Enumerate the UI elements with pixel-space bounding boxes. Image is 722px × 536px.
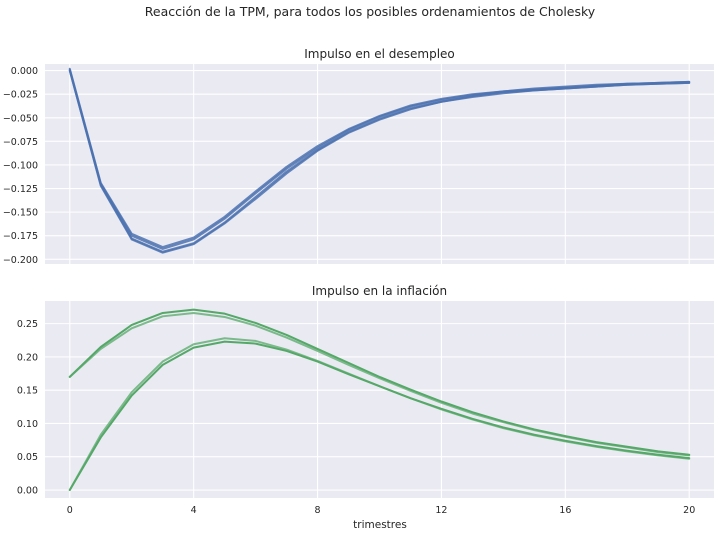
x-tick-label: 4 (191, 505, 197, 516)
y-tick-labels-inflation: 0.00 0.05 0.10 0.15 0.20 0.25 (17, 319, 38, 496)
y-tick-label: −0.200 (3, 255, 38, 266)
y-tick-label: −0.025 (3, 90, 38, 101)
y-tick-label: 0.15 (17, 386, 38, 397)
series-line-4 (68, 340, 691, 492)
x-tick-label: 20 (683, 505, 695, 516)
y-tick-label: −0.175 (3, 231, 38, 242)
y-tick-label: −0.050 (3, 113, 38, 124)
y-tick-label: −0.150 (3, 208, 38, 219)
y-tick-label: 0.00 (17, 486, 38, 497)
y-tick-label: −0.125 (3, 184, 38, 195)
panel-title-inflation: Impulso en la inflación (312, 284, 447, 298)
x-tick-labels-inflation: 0 4 8 12 16 20 (67, 505, 696, 516)
plot-area-inflation (45, 301, 714, 498)
x-tick-label: 12 (435, 505, 447, 516)
panel-unemployment: 0.000 −0.025 −0.050 −0.075 −0.100 −0.125 −0.15… (3, 47, 714, 266)
x-axis-label: trimestres (353, 519, 407, 531)
y-tick-labels-unemployment: 0.000 −0.025 −0.050 −0.075 −0.100 −0.125 −0.15… (3, 66, 38, 266)
y-tick-label: 0.25 (17, 319, 38, 330)
x-tick-label: 16 (559, 505, 571, 516)
gridlines-inflation (45, 301, 714, 498)
series-inflation (68, 308, 691, 492)
y-tick-label: 0.10 (17, 419, 38, 430)
y-tick-label: −0.075 (3, 137, 38, 148)
y-tick-label: 0.05 (17, 452, 38, 463)
y-tick-label: −0.100 (3, 160, 38, 171)
panel-title-unemployment: Impulso en el desempleo (304, 47, 455, 61)
x-tick-label: 0 (67, 505, 73, 516)
y-tick-label: 0.20 (17, 352, 38, 363)
series-line-4 (68, 69, 691, 253)
x-tick-label: 8 (315, 505, 321, 516)
figure-title: Reacción de la TPM, para todos los posib… (145, 4, 596, 19)
series-unemployment (68, 67, 691, 254)
plot-area-unemployment (45, 64, 714, 264)
series-line-2 (68, 311, 691, 457)
y-tick-label: 0.000 (11, 66, 38, 77)
panel-inflation: 0.00 0.05 0.10 0.15 0.20 0.25 0 4 8 12 16 20 Impul… (17, 284, 714, 516)
gridlines-unemployment (45, 64, 714, 264)
